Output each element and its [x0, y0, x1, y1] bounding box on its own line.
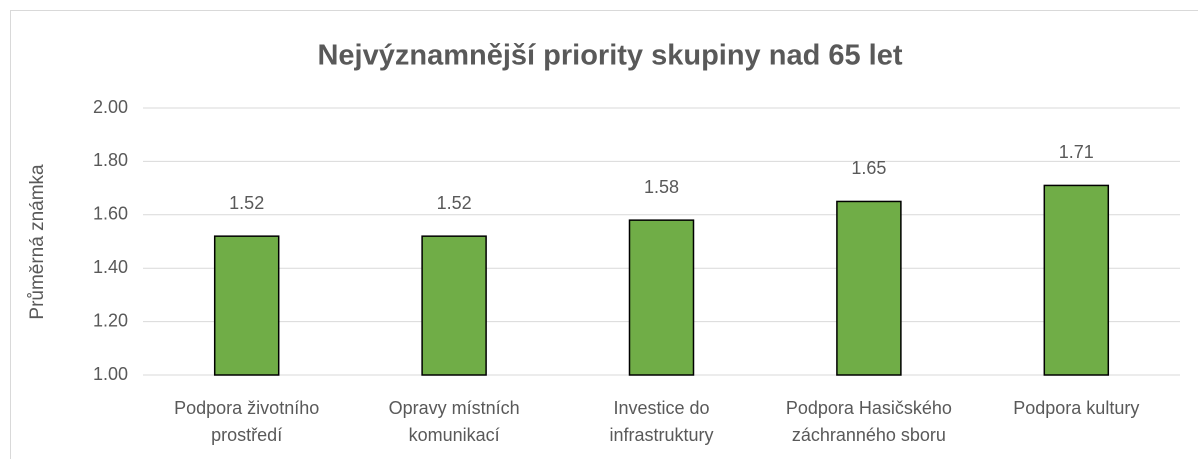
y-tick-label: 1.80: [93, 150, 128, 170]
y-axis-label: Průměrná známka: [27, 164, 48, 320]
y-tick-label: 1.00: [93, 364, 128, 384]
x-tick-label: Podpora životního prostředí: [174, 398, 320, 445]
x-tick-label: Podpora kultury: [1013, 398, 1140, 418]
data-label: 1.65: [851, 158, 886, 178]
data-label: 1.58: [644, 177, 679, 197]
y-tick-label: 2.00: [93, 97, 128, 117]
bar: [836, 200, 902, 376]
data-label: 1.52: [229, 193, 264, 213]
bar: [628, 219, 695, 376]
y-tick-label: 1.60: [93, 204, 128, 224]
x-tick-label: Opravy místních komunikací: [388, 398, 520, 445]
data-label: 1.71: [1059, 142, 1094, 162]
bar: [213, 235, 280, 376]
x-tick-label: Investice do infrastruktury: [609, 398, 714, 445]
bar: [421, 235, 487, 376]
x-tick-label: Podpora Hasičského záchranného sboru: [785, 398, 952, 445]
data-label: 1.52: [437, 193, 472, 213]
chart-title: Nejvýznamnější priority skupiny nad 65 l…: [317, 40, 902, 72]
bar: [1043, 184, 1110, 376]
y-tick-label: 1.40: [93, 257, 128, 277]
chart-border: [10, 10, 1198, 459]
y-tick-label: 1.20: [93, 310, 128, 330]
